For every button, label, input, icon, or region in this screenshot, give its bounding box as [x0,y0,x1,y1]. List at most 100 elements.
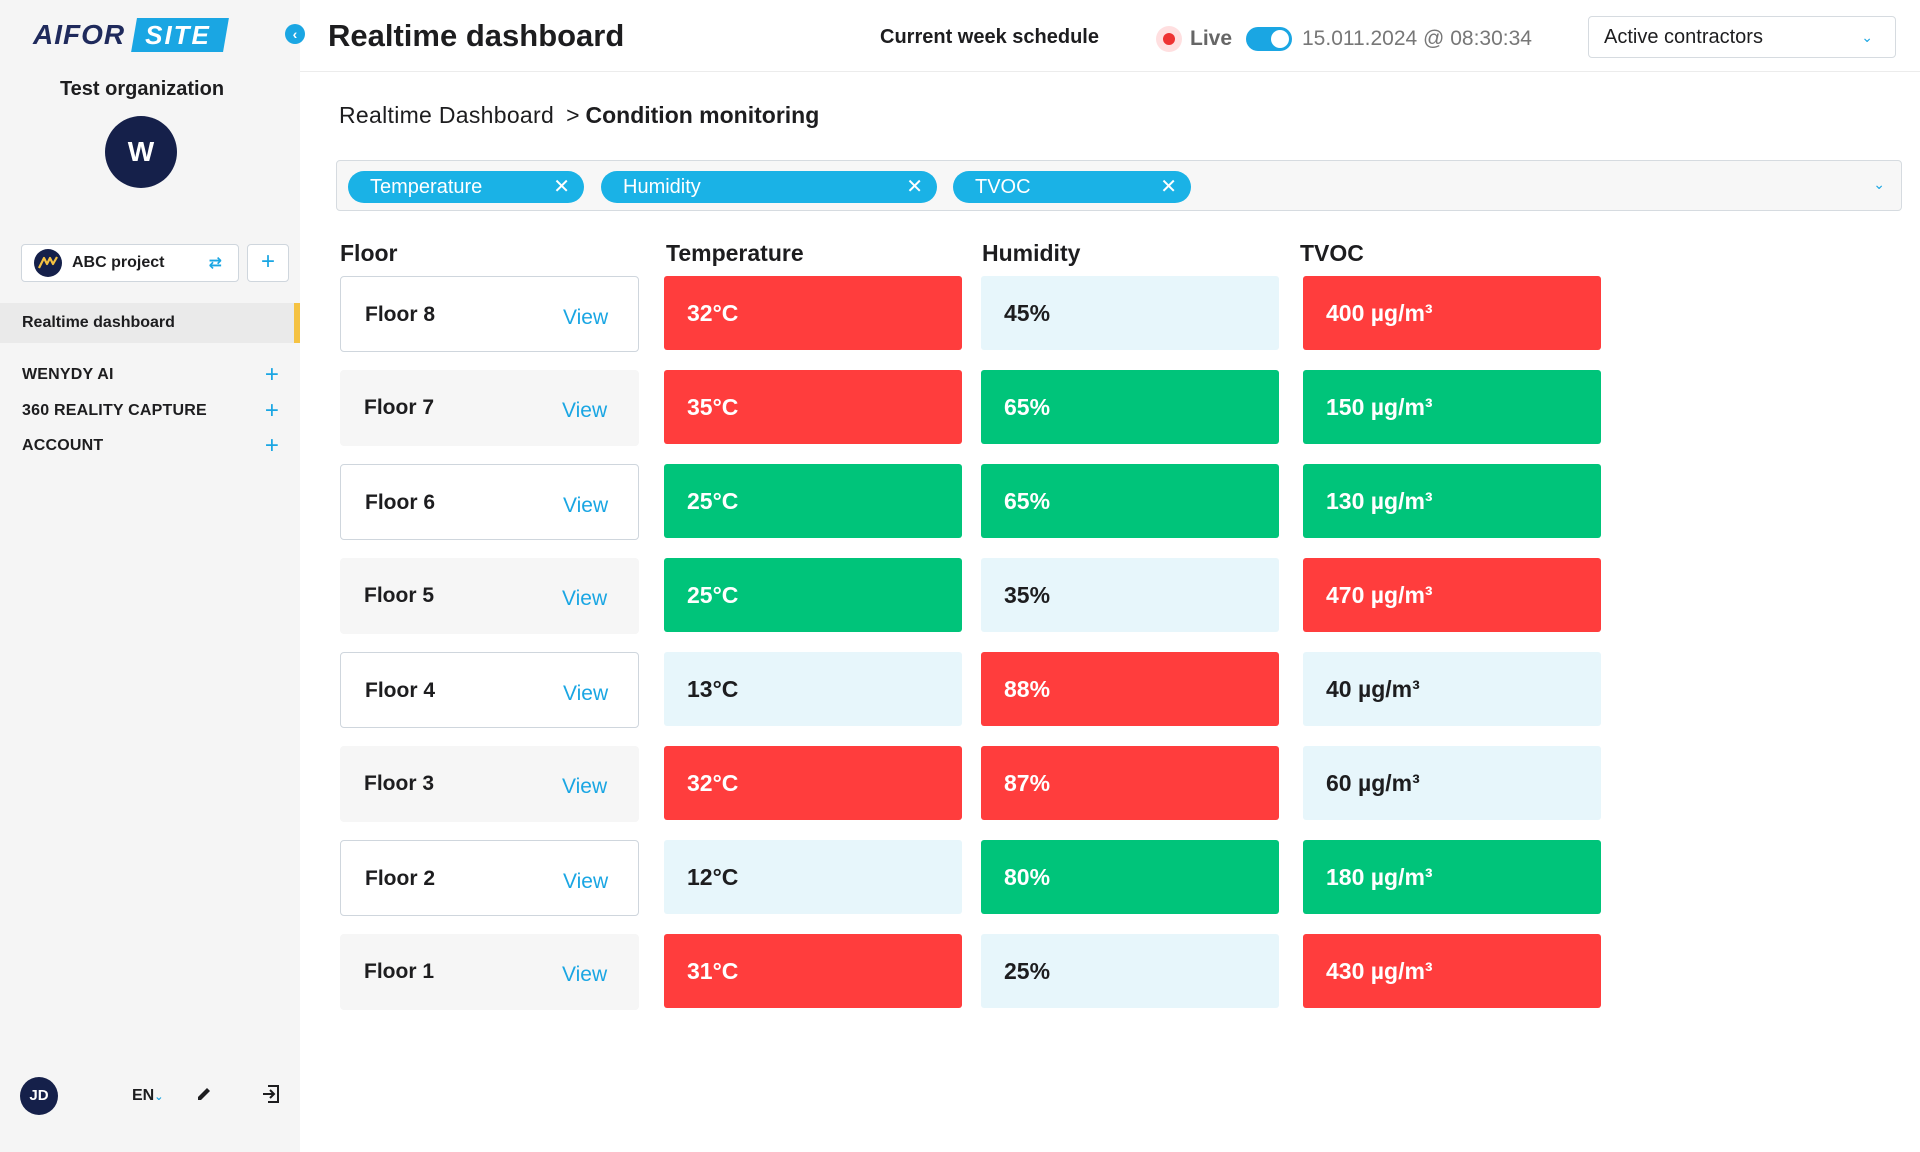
temperature-cell: 35°C [664,370,962,444]
language-selector[interactable]: EN⌄ [132,1087,163,1105]
tvoc-cell: 130 µg/m³ [1303,464,1601,538]
tvoc-cell: 400 µg/m³ [1303,276,1601,350]
top-header: Realtime dashboard Current week schedule… [300,0,1920,72]
filter-chip-tvoc[interactable]: TVOC ✕ [953,171,1191,203]
floor-row-cell[interactable]: Floor 8 View [340,276,639,352]
humidity-cell: 80% [981,840,1279,914]
live-toggle[interactable] [1246,27,1292,51]
breadcrumb: Realtime Dashboard > Condition monitoring [339,102,819,129]
add-project-button[interactable]: + [247,244,289,282]
view-floor-link[interactable]: View [563,870,609,893]
filter-chip-humidity[interactable]: Humidity ✕ [601,171,937,203]
tvoc-cell: 40 µg/m³ [1303,652,1601,726]
tvoc-cell: 430 µg/m³ [1303,934,1601,1008]
sidebar-item-realtime-dashboard[interactable]: Realtime dashboard [0,303,300,343]
floor-row-cell[interactable]: Floor 1 View [340,934,639,1010]
sidebar-section-label: 360 REALITY CAPTURE [22,402,207,419]
view-floor-link[interactable]: View [562,399,608,422]
timestamp: 15.011.2024 @ 08:30:34 [1302,27,1532,50]
floor-name: Floor 1 [364,960,435,983]
humidity-cell: 65% [981,370,1279,444]
humidity-cell: 65% [981,464,1279,538]
view-floor-link[interactable]: View [562,963,608,986]
sidebar: AIFOR SITE Test organization W ABC proje… [0,0,300,1152]
organization-avatar[interactable]: W [105,116,177,188]
remove-chip-icon[interactable]: ✕ [553,176,570,198]
logout-icon[interactable] [260,1083,282,1110]
floor-name: Floor 7 [364,396,435,419]
chip-label: Humidity [623,176,701,198]
live-indicator-icon [1156,26,1182,52]
live-label: Live [1190,27,1233,50]
temperature-cell: 25°C [664,558,962,632]
floor-name: Floor 6 [365,491,436,514]
project-name: ABC project [72,254,165,271]
view-floor-link[interactable]: View [562,587,608,610]
temperature-cell: 32°C [664,276,962,350]
filter-chip-temperature[interactable]: Temperature ✕ [348,171,584,203]
column-header-tvoc: TVOC [1300,240,1364,266]
chevron-down-icon: ⌄ [154,1091,164,1103]
page-title: Realtime dashboard [328,18,625,53]
chevron-down-icon[interactable]: ⌄ [1873,176,1885,192]
view-floor-link[interactable]: View [562,775,608,798]
remove-chip-icon[interactable]: ✕ [1160,176,1177,198]
tvoc-cell: 60 µg/m³ [1303,746,1601,820]
floor-row-cell[interactable]: Floor 4 View [340,652,639,728]
breadcrumb-current: Condition monitoring [585,102,820,128]
view-floor-link[interactable]: View [563,494,609,517]
floor-row-cell[interactable]: Floor 6 View [340,464,639,540]
collapse-sidebar-icon[interactable]: ‹ [285,24,305,44]
humidity-cell: 35% [981,558,1279,632]
expand-plus-icon[interactable]: + [264,361,280,388]
chip-label: TVOC [975,176,1031,198]
temperature-cell: 31°C [664,934,962,1008]
temperature-cell: 12°C [664,840,962,914]
current-week-schedule-link[interactable]: Current week schedule [880,26,1099,48]
chip-label: Temperature [370,176,483,198]
expand-plus-icon[interactable]: + [264,432,280,459]
tvoc-cell: 470 µg/m³ [1303,558,1601,632]
floor-name: Floor 3 [364,772,435,795]
logo-text-aifor: AIFOR [33,19,126,50]
aiforsite-logo[interactable]: AIFOR SITE [33,18,229,52]
temperature-cell: 13°C [664,652,962,726]
swap-arrows-icon[interactable]: ⇄ [208,255,222,272]
edit-pencil-icon[interactable] [195,1085,213,1108]
expand-plus-icon[interactable]: + [264,397,280,424]
floor-row-cell[interactable]: Floor 2 View [340,840,639,916]
logo-text-site: SITE [131,18,229,52]
view-floor-link[interactable]: View [563,682,609,705]
active-contractors-dropdown[interactable]: Active contractors ⌄ [1588,16,1896,58]
floor-row-cell[interactable]: Floor 3 View [340,746,639,822]
column-header-humidity: Humidity [982,240,1081,266]
chevron-down-icon: ⌄ [1861,28,1873,45]
user-avatar[interactable]: JD [20,1077,58,1115]
humidity-cell: 88% [981,652,1279,726]
breadcrumb-realtime-dashboard[interactable]: Realtime Dashboard [339,102,555,128]
organization-name: Test organization [59,78,225,100]
humidity-cell: 45% [981,276,1279,350]
sidebar-section-360-reality-capture[interactable]: 360 REALITY CAPTURE + [22,397,284,425]
sidebar-section-account[interactable]: ACCOUNT + [22,432,284,460]
floor-name: Floor 2 [365,867,436,890]
view-floor-link[interactable]: View [563,306,609,329]
tvoc-cell: 180 µg/m³ [1303,840,1601,914]
floor-row-cell[interactable]: Floor 7 View [340,370,639,446]
tvoc-cell: 150 µg/m³ [1303,370,1601,444]
sidebar-section-label: ACCOUNT [22,437,104,454]
column-header-floor: Floor [340,240,398,266]
dropdown-selected-value: Active contractors [1604,25,1763,48]
sidebar-section-wenydy-ai[interactable]: WENYDY AI + [22,361,284,389]
project-selector[interactable]: ABC project ⇄ [21,244,239,282]
project-logo-icon [34,249,62,277]
sidebar-footer: JD EN⌄ [20,1076,284,1116]
breadcrumb-separator: > [566,102,580,128]
floor-row-cell[interactable]: Floor 5 View [340,558,639,634]
temperature-cell: 25°C [664,464,962,538]
metric-filter-multiselect[interactable]: Temperature ✕ Humidity ✕ TVOC ✕ ⌄ [336,160,1902,211]
remove-chip-icon[interactable]: ✕ [906,176,923,198]
floor-name: Floor 4 [365,679,436,702]
floor-name: Floor 8 [365,303,436,326]
column-header-temperature: Temperature [666,240,804,266]
